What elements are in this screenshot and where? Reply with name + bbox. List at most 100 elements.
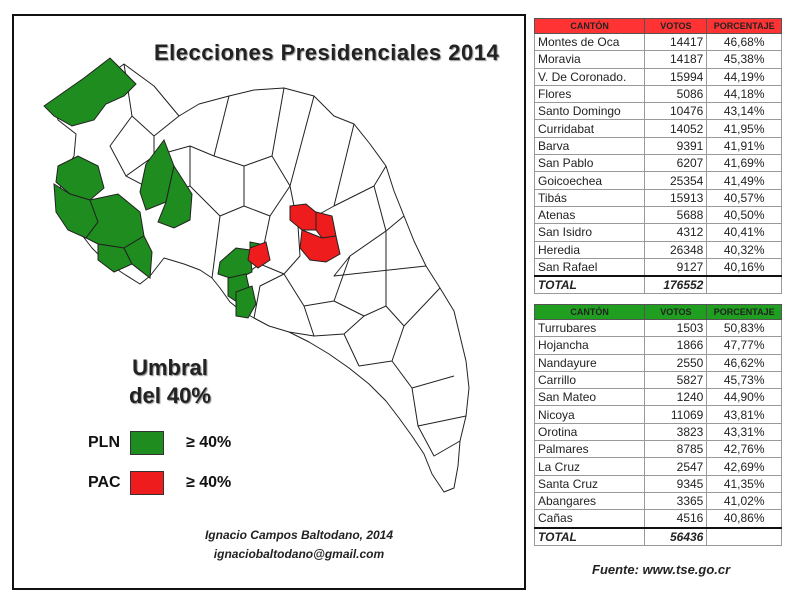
- table-row: Orotina 3823 43,31%: [533, 422, 782, 442]
- canton-hojancha: [97, 243, 133, 273]
- col-header-porcentaje: PORCENTAJE: [706, 304, 782, 320]
- table-header-row: CANTÓN VOTOS PORCENTAJE: [533, 304, 782, 320]
- table-row: San Pablo 6207 41,69%: [533, 154, 782, 173]
- cell-porcentaje: 40,16%: [706, 257, 782, 277]
- table-row: Santa Cruz 9345 41,35%: [533, 474, 782, 493]
- cell-porcentaje: 44,19%: [706, 67, 782, 86]
- total-votes: 56436: [644, 526, 708, 546]
- cell-votos: 9391: [644, 136, 708, 156]
- legend-swatch-pac: [130, 471, 164, 495]
- legend-swatch-pln: [130, 431, 164, 455]
- cell-votos: 10476: [644, 102, 708, 121]
- cell-porcentaje: 41,49%: [706, 171, 782, 190]
- cell-canton: V. De Coronado.: [533, 67, 646, 86]
- cell-porcentaje: 46,68%: [706, 32, 782, 52]
- cell-canton: San Isidro: [533, 223, 646, 242]
- cell-canton: Heredia: [533, 240, 646, 259]
- cell-canton: Tibás: [533, 188, 646, 207]
- cell-canton: La Cruz: [533, 457, 646, 476]
- table-row: Nandayure 2550 46,62%: [533, 353, 782, 372]
- canton-la-cruz: [43, 57, 137, 127]
- cell-votos: 9345: [644, 474, 708, 493]
- total-votes: 176552: [644, 275, 708, 295]
- author-email: ignaciobaltodano@gmail.com: [213, 547, 385, 561]
- map-panel: Elecciones Presidenciales 2014 Umbral de…: [12, 14, 526, 590]
- cell-porcentaje: 41,02%: [706, 491, 782, 511]
- table-row: Palmares 8785 42,76%: [533, 440, 782, 459]
- legend-party-label: PLN: [88, 434, 120, 451]
- canton-san-mateo: [217, 247, 253, 281]
- canton-turrubares: [235, 285, 257, 319]
- table-total-row: TOTAL 56436: [533, 526, 782, 546]
- cell-votos: 14417: [644, 32, 708, 52]
- table-row: Goicoechea 25354 41,49%: [533, 171, 782, 190]
- table-row: Curridabat 14052 41,95%: [533, 119, 782, 138]
- cell-votos: 5827: [644, 370, 708, 390]
- cell-porcentaje: 44,90%: [706, 388, 782, 407]
- total-empty: [706, 526, 782, 546]
- cell-canton: Hojancha: [533, 336, 646, 355]
- total-empty: [706, 275, 782, 295]
- table-row: Santo Domingo 10476 43,14%: [533, 102, 782, 121]
- cell-votos: 1503: [644, 318, 708, 338]
- table-header-row: CANTÓN VOTOS PORCENTAJE: [533, 18, 782, 34]
- cell-votos: 15913: [644, 188, 708, 207]
- legend-row-pac: PAC ≥ 40%: [88, 470, 231, 496]
- table-row: Heredia 26348 40,32%: [533, 240, 782, 259]
- cell-porcentaje: 41,69%: [706, 154, 782, 173]
- pln-cantons: [43, 57, 261, 319]
- cell-canton: Palmares: [533, 440, 646, 459]
- cell-votos: 25354: [644, 171, 708, 190]
- legend-party-label: PAC: [88, 474, 121, 491]
- cell-porcentaje: 43,81%: [706, 405, 782, 424]
- cell-canton: San Mateo: [533, 388, 646, 407]
- cell-porcentaje: 41,35%: [706, 474, 782, 493]
- cell-porcentaje: 40,41%: [706, 223, 782, 242]
- cell-porcentaje: 41,95%: [706, 119, 782, 138]
- author-name: Ignacio Campos Baltodano, 2014: [204, 528, 394, 542]
- cell-canton: Barva: [533, 136, 646, 156]
- table-row: Moravia 14187 45,38%: [533, 50, 782, 69]
- table-row: Turrubares 1503 50,83%: [533, 318, 782, 338]
- col-header-votos: VOTOS: [644, 18, 708, 34]
- cell-porcentaje: 40,57%: [706, 188, 782, 207]
- map-title: Elecciones Presidenciales 2014: [154, 40, 500, 65]
- cell-votos: 2547: [644, 457, 708, 476]
- costa-rica-canton-map: [43, 57, 470, 493]
- canton-atenas: [247, 241, 271, 269]
- cell-porcentaje: 42,69%: [706, 457, 782, 476]
- pln-results-table: CANTÓN VOTOS PORCENTAJE Turrubares 1503 50…: [533, 304, 782, 546]
- cell-porcentaje: 40,32%: [706, 240, 782, 259]
- table-row: San Isidro 4312 40,41%: [533, 223, 782, 242]
- threshold-label-line2: del 40%: [129, 383, 211, 408]
- cell-votos: 5688: [644, 205, 708, 225]
- cell-porcentaje: 40,86%: [706, 509, 782, 529]
- author-credit: Ignacio Campos Baltodano, 2014 ignacioba…: [154, 526, 444, 564]
- table-row: Montes de Oca 14417 46,68%: [533, 32, 782, 52]
- cell-votos: 5086: [644, 84, 708, 104]
- country-outline: [53, 63, 470, 493]
- cell-porcentaje: 43,31%: [706, 422, 782, 442]
- cell-canton: Montes de Oca: [533, 32, 646, 52]
- cell-votos: 15994: [644, 67, 708, 86]
- cell-porcentaje: 47,77%: [706, 336, 782, 355]
- cell-canton: Moravia: [533, 50, 646, 69]
- cell-porcentaje: 46,62%: [706, 353, 782, 372]
- cell-porcentaje: 50,83%: [706, 318, 782, 338]
- legend-threshold: ≥ 40%: [186, 474, 232, 491]
- cell-votos: 1866: [644, 336, 708, 355]
- cell-votos: 2550: [644, 353, 708, 372]
- pac-cantons: [247, 203, 341, 269]
- table-row: Atenas 5688 40,50%: [533, 205, 782, 225]
- source-citation: Fuente: www.tse.go.cr: [592, 562, 731, 577]
- threshold-label-line1: Umbral: [132, 355, 208, 380]
- pac-results-table: CANTÓN VOTOS PORCENTAJE Montes de Oca 144…: [533, 18, 782, 295]
- col-header-canton: CANTÓN: [533, 18, 646, 34]
- cell-canton: Nandayure: [533, 353, 646, 372]
- cell-votos: 3823: [644, 422, 708, 442]
- table-row: La Cruz 2547 42,69%: [533, 457, 782, 476]
- table-row: Carrillo 5827 45,73%: [533, 370, 782, 390]
- table-row: Cañas 4516 40,86%: [533, 509, 782, 529]
- cell-porcentaje: 45,38%: [706, 50, 782, 69]
- cell-votos: 14187: [644, 50, 708, 69]
